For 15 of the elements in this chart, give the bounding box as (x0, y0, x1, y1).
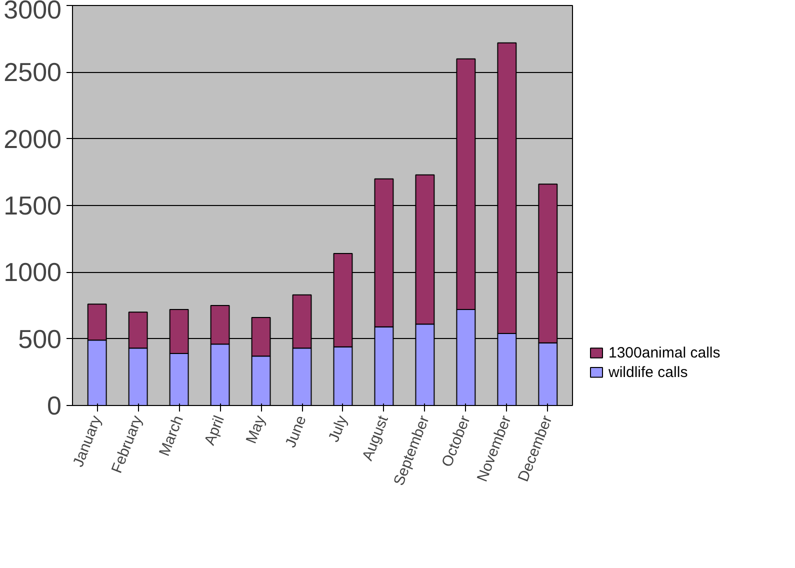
y-tick-label: 2500 (4, 57, 62, 88)
x-tick-label: June (282, 413, 310, 450)
y-tick-label: 0 (47, 390, 62, 420)
y-tick-label: 2000 (4, 124, 62, 154)
x-tick-label: July (325, 412, 352, 444)
y-tick-label: 3000 (4, 0, 62, 24)
y-tick-label: 1000 (4, 257, 62, 288)
x-tick-label: April (201, 413, 228, 448)
x-tick-label: March (156, 413, 187, 458)
x-tick-label: August (359, 412, 392, 464)
legend-label: wildlife calls (608, 364, 688, 381)
y-tick-label: 1500 (4, 190, 62, 220)
x-tick-label: May (242, 412, 270, 446)
legend-label: 1300animal calls (608, 344, 720, 362)
y-tick-label: 500 (18, 324, 62, 354)
